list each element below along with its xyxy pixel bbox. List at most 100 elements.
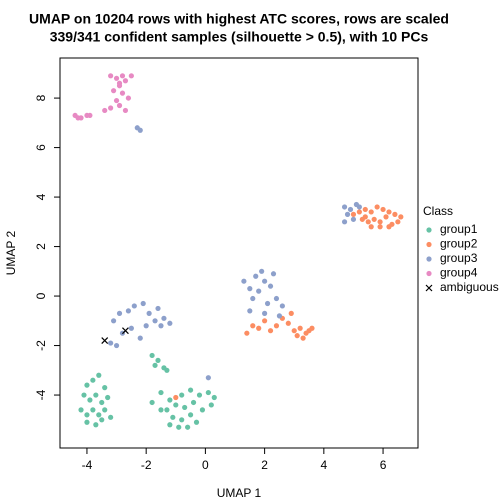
legend-label: group2 <box>440 237 478 251</box>
y-tick-label: -4 <box>34 389 48 400</box>
y-tick-label: -2 <box>34 340 48 351</box>
point <box>267 328 274 334</box>
y-tick-label: 6 <box>34 144 48 151</box>
point <box>146 310 152 316</box>
point <box>395 219 401 225</box>
point <box>297 325 303 331</box>
point <box>276 313 283 319</box>
point <box>247 308 253 314</box>
point <box>377 219 383 225</box>
point <box>347 206 354 213</box>
point <box>253 273 259 279</box>
point <box>75 115 81 121</box>
point <box>300 335 306 341</box>
point <box>291 328 297 334</box>
point <box>90 407 96 413</box>
y-tick-label: 0 <box>34 292 48 299</box>
point <box>259 268 265 274</box>
point <box>96 412 102 418</box>
point <box>241 278 247 284</box>
point <box>113 97 120 104</box>
point <box>273 323 280 329</box>
point <box>110 318 117 324</box>
point <box>108 414 114 420</box>
point <box>93 422 99 428</box>
point <box>173 402 179 408</box>
point <box>99 417 105 423</box>
x-tick-label: 2 <box>261 458 268 472</box>
x-tick-label: 4 <box>320 458 327 472</box>
point <box>356 204 362 210</box>
point <box>155 357 161 363</box>
point <box>122 327 129 335</box>
point <box>113 342 120 349</box>
point <box>131 303 137 309</box>
point <box>244 330 250 336</box>
point <box>125 95 132 101</box>
point <box>279 303 285 309</box>
point <box>205 389 211 396</box>
point <box>179 392 185 398</box>
point <box>182 404 188 411</box>
point <box>383 214 389 220</box>
point <box>128 325 134 331</box>
point <box>87 112 93 119</box>
point <box>158 407 164 413</box>
chart-title: UMAP on 10204 rows with highest ATC scor… <box>29 11 449 27</box>
point <box>211 394 217 401</box>
point <box>119 73 126 79</box>
legend-swatch <box>426 270 432 277</box>
point <box>164 407 170 413</box>
point <box>262 310 268 316</box>
legend-swatch <box>426 241 432 248</box>
point <box>155 305 161 312</box>
legend-swatch <box>426 227 432 233</box>
point <box>377 224 383 230</box>
point <box>84 419 90 425</box>
point <box>199 407 206 413</box>
x-axis-label: UMAP 1 <box>217 486 262 500</box>
point <box>179 417 185 423</box>
point <box>102 107 108 114</box>
point <box>167 397 173 403</box>
chart-subtitle: 339/341 confident samples (silhouette > … <box>50 29 429 45</box>
point <box>116 310 123 316</box>
point <box>187 387 194 393</box>
point <box>167 422 173 428</box>
point <box>116 80 123 86</box>
point <box>113 75 120 81</box>
point <box>108 73 114 79</box>
point <box>158 389 164 396</box>
point <box>193 419 200 425</box>
point <box>84 382 90 388</box>
point <box>256 288 262 294</box>
point <box>102 385 108 391</box>
point <box>108 105 114 111</box>
point <box>288 310 294 316</box>
point <box>386 224 392 230</box>
point <box>350 216 357 222</box>
point <box>176 424 182 430</box>
point <box>371 216 377 222</box>
point <box>167 320 173 326</box>
point <box>264 300 271 307</box>
point <box>158 323 164 329</box>
point <box>368 224 374 230</box>
point <box>398 214 404 220</box>
legend-label: group4 <box>440 266 478 280</box>
y-tick-label: 2 <box>34 243 48 250</box>
point <box>205 375 211 381</box>
point <box>362 214 368 220</box>
point <box>250 295 256 302</box>
point <box>344 211 351 217</box>
x-tick-label: -4 <box>82 458 93 472</box>
plot-frame <box>59 57 419 449</box>
point <box>90 377 96 383</box>
point <box>380 206 386 213</box>
point <box>341 219 348 225</box>
point <box>392 211 398 217</box>
point <box>173 394 179 401</box>
point <box>250 323 256 329</box>
x-tick-label: -2 <box>141 458 152 472</box>
point <box>96 372 102 378</box>
